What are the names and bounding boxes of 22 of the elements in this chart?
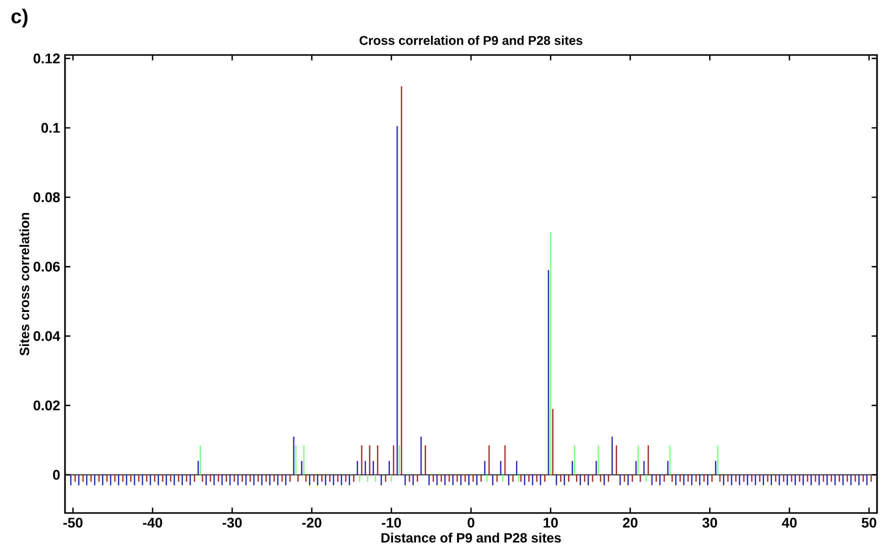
text: c) [11,8,28,28]
x-tick-label: 50 [862,518,876,528]
y-tick-label: 0.02 [34,400,60,410]
x-tick-label: 20 [622,518,638,528]
x-tick-label: -10 [382,518,401,528]
y-tick-label: 0 [53,470,60,480]
x-tick-label: -30 [222,518,242,528]
x-tick-label: 40 [782,518,797,528]
y-tick-label: 0.06 [34,262,60,272]
x-tick-label: 10 [544,518,558,528]
x-tick-label: 0 [468,518,474,528]
x-tick-label: -50 [63,518,83,528]
y-axis-title: Sites cross correlation [19,212,30,356]
y-tick-label: 0.04 [34,331,60,342]
y-tick-label: 0.08 [34,192,60,202]
chart-title: Cross correlation of P9 and P28 sites [360,36,582,45]
x-tick-label: 30 [702,518,718,528]
x-tick-label: -20 [302,518,322,528]
x-axis-title: Distance of P9 and P28 sites [382,532,561,543]
y-tick-label: 0.1 [41,122,60,133]
x-tick-label: -40 [143,518,162,528]
y-tick-label: 0.12 [34,54,60,64]
